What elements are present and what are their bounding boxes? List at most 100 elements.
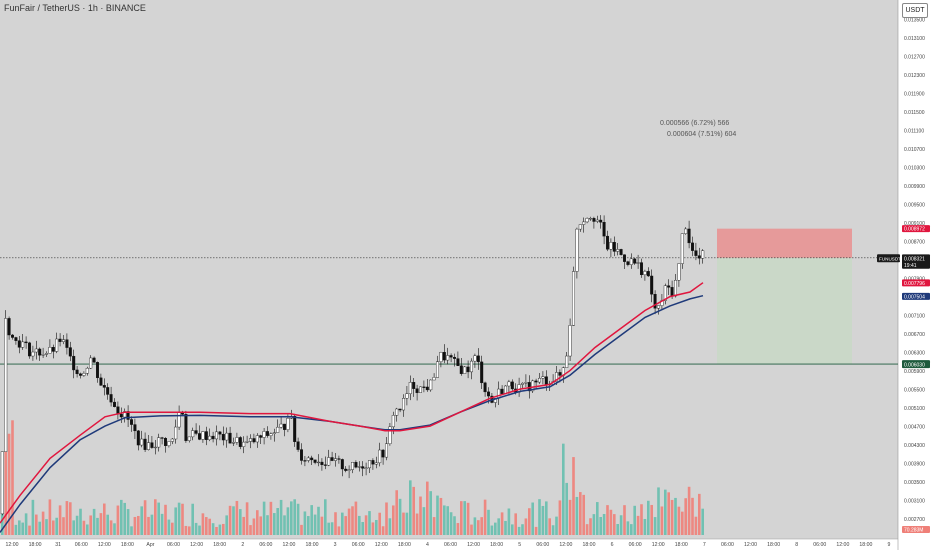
volume-bar [500,512,504,535]
x-tick-label-12: 12:00 [282,542,295,548]
x-tick-label-34: 8 [795,542,798,548]
volume-bar [35,514,38,535]
candle-body [184,414,188,441]
x-tick-label-27: 06:00 [629,542,642,548]
y-tick-label-0: 0.013500 [904,18,925,24]
candle-body [218,431,222,435]
volume-bar [483,499,487,535]
volume-bar [256,510,259,535]
volume-bar [490,525,494,535]
x-tick-label-18: 4 [426,542,429,548]
candle-body [521,382,525,385]
volume-bar [494,522,497,535]
candle-body [140,438,144,446]
volume-bar [273,513,276,535]
volume-bar [426,481,429,535]
candle-body [609,242,613,250]
volume-bar [337,526,341,535]
volume-bar [684,498,687,535]
volume-bar [443,505,446,535]
volume-bar [160,513,164,535]
candle-body [279,423,283,428]
x-tick-label-19: 06:00 [444,542,457,548]
candle-body [38,348,42,356]
candle-body [187,436,191,441]
symbol-title: FunFair / TetherUS · 1h · BINANCE [4,3,146,13]
volume-bar [466,502,470,535]
volume-bar [409,480,412,535]
volume-bar [89,515,92,535]
candle-body [368,460,372,469]
y-tick-label-6: 0.011100 [904,129,924,135]
candle-body [272,432,276,435]
x-tick-label-9: 18:00 [213,542,226,548]
volume-bar [184,525,188,535]
candle-body [89,357,93,369]
candle-body [636,262,640,264]
candle-body [602,222,606,237]
volume-bar [24,513,28,535]
volume-bar [381,526,385,535]
candle-body [439,352,443,362]
candle-body [41,354,45,356]
volume-bar [681,511,684,535]
x-tick-label-30: 7 [703,542,706,548]
candle-body [211,435,215,440]
candle-body [687,228,691,244]
volume-bar [31,499,35,535]
y-tick-label-16: 0.007100 [904,314,925,320]
volume-bar [116,505,120,535]
volume-bar [623,505,626,535]
volume-bar [521,524,524,535]
x-tick-label-3: 06:00 [75,542,88,548]
volume-bar [28,525,31,535]
volume-bar [636,515,640,535]
y-tick-label-12: 0.008700 [904,240,925,246]
x-tick-label-4: 12:00 [98,542,111,548]
volume-bar [344,516,347,535]
candle-body [374,462,378,465]
volume-bar [487,509,490,535]
volume-bar [283,515,286,535]
y-tick-label-8: 0.010300 [904,166,925,172]
candle-body [408,382,412,394]
volume-bar [562,443,565,535]
volume-bar [640,504,643,535]
x-tick-label-35: 06:00 [813,542,826,548]
candle-body [119,413,123,418]
x-tick-label-10: 2 [241,542,244,548]
volume-bar [589,518,592,535]
y-tick-label-23: 0.004300 [904,443,925,449]
y-tick-label-9: 0.009900 [904,184,925,190]
volume-bar [548,518,551,535]
candle-body [62,339,66,342]
candle-body [487,391,491,397]
price-axis-panel [898,0,932,550]
candle-body [95,362,99,379]
volume-label-bg [902,526,930,533]
currency-selector[interactable]: USDT [902,3,928,18]
y-tick-label-5: 0.011500 [904,110,925,116]
candle-body [466,366,470,373]
volume-bar [296,503,300,535]
x-tick-label-33: 18:00 [767,542,780,548]
candle-body [72,355,76,371]
candle-body [640,262,644,276]
volume-bar [351,506,354,535]
volume-bar [239,509,242,535]
position-label-target: 0.000604 (7.51%) 604 [667,131,736,138]
volume-bar [99,513,103,535]
candle-body [364,467,368,469]
candle-body [65,339,69,348]
x-tick-label-24: 12:00 [559,542,572,548]
candle-body [470,360,474,373]
candle-body [153,446,157,449]
candle-body [201,431,205,440]
candle-body [296,441,300,450]
volume-bar [154,499,157,535]
volume-bar [266,515,269,535]
candle-body [592,218,596,222]
candle-body [55,338,59,352]
volume-bar [524,518,528,535]
